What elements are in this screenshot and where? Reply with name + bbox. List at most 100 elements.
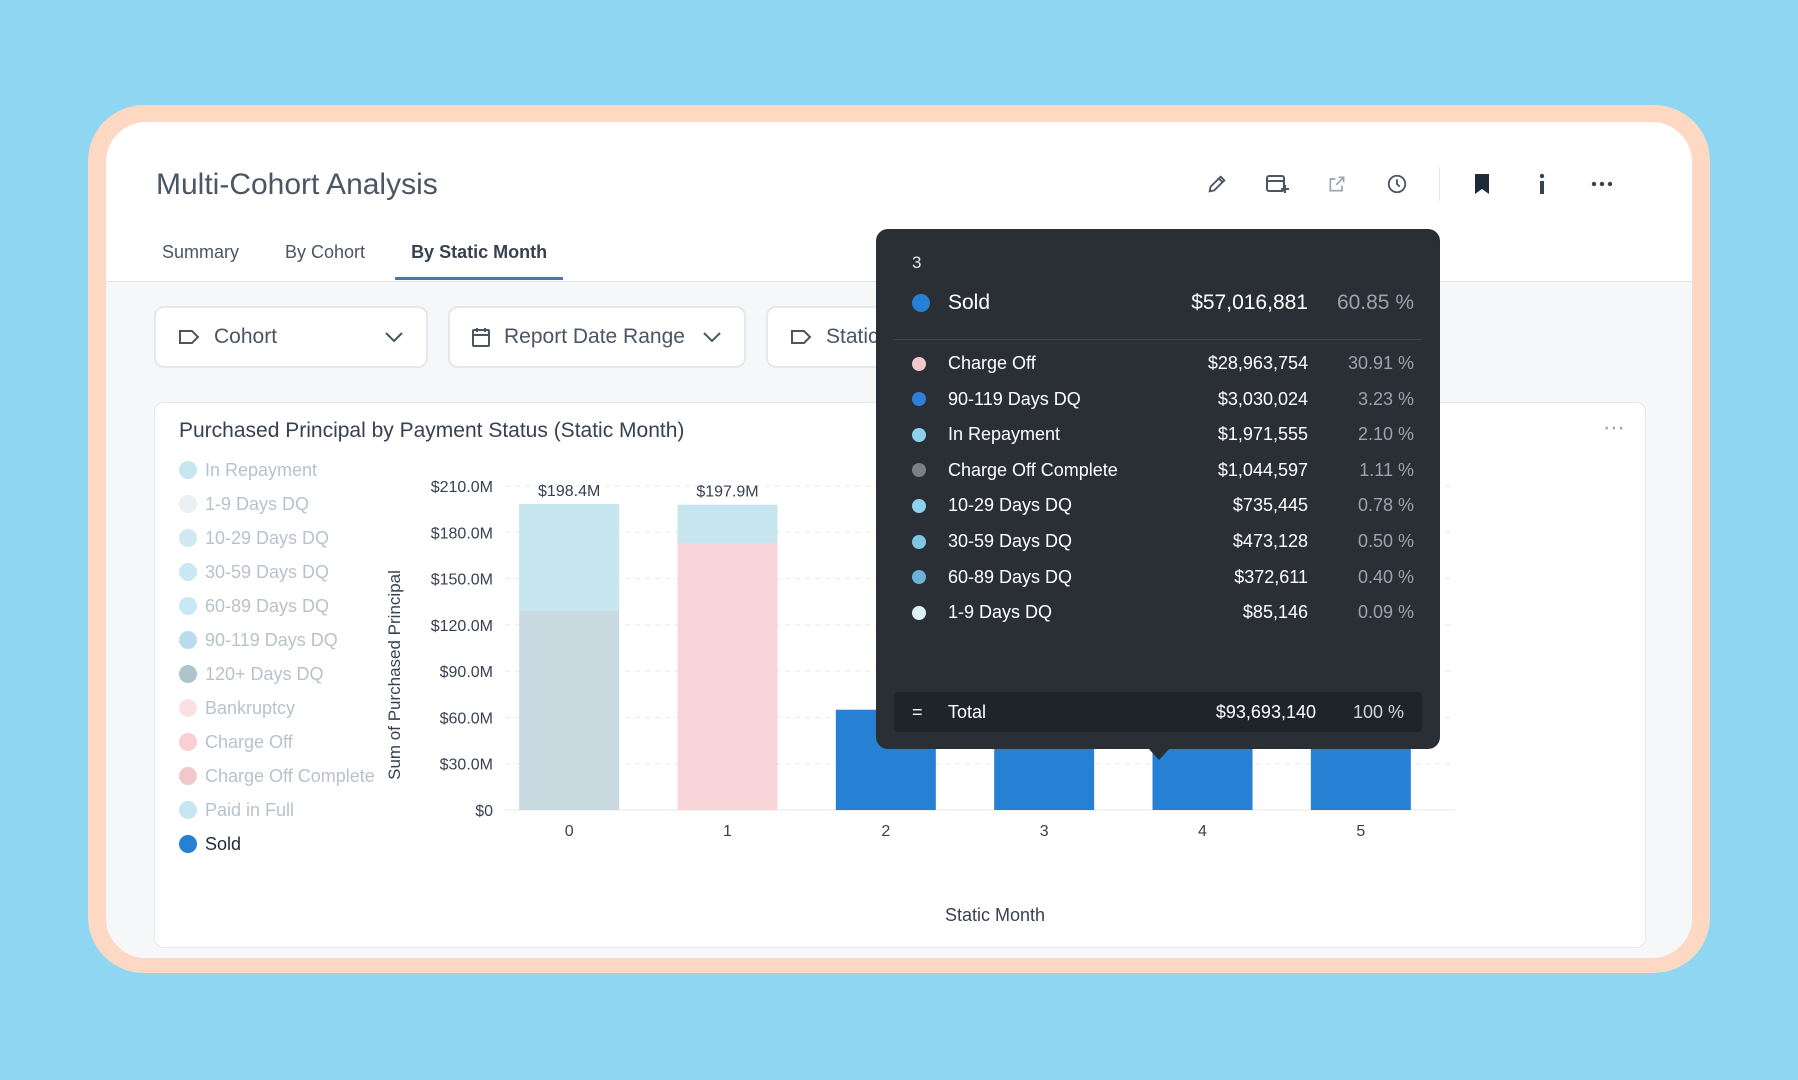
tooltip-row-pct: 1.11 % [1359, 459, 1414, 480]
tooltip-row-value: $85,146 [1242, 602, 1308, 623]
history-button[interactable] [1367, 164, 1427, 204]
x-tick-label: 4 [1198, 823, 1207, 840]
tooltip-row-name: 90-119 Days DQ [948, 388, 1081, 409]
edit-button[interactable] [1187, 164, 1247, 204]
share-button[interactable] [1307, 164, 1367, 204]
tab-by-cohort[interactable]: By Cohort [285, 242, 366, 262]
tooltip-row: In Repayment $1,971,555 2.10 % [912, 424, 1414, 445]
info-button[interactable] [1512, 164, 1572, 204]
chart-tooltip: 3 Sold $57,016,881 60.85 % Charge Off $28… [876, 229, 1440, 749]
legend-label: Charge Off [205, 731, 293, 752]
tooltip-main-pct: 60.85 % [1336, 291, 1414, 314]
tooltip-row-dot [912, 534, 926, 549]
legend-label: Charge Off Complete [205, 765, 375, 786]
y-tick-label: $210.0M [431, 479, 493, 496]
tooltip-total-value: $93,693,140 [1215, 701, 1316, 722]
tooltip-row: 60-89 Days DQ $372,611 0.40 % [912, 567, 1414, 588]
more-button[interactable] [1572, 164, 1632, 204]
tooltip-row: 30-59 Days DQ $473,128 0.50 % [912, 531, 1414, 552]
tooltip-row-dot [912, 498, 926, 513]
report-date-range-label: Report Date Range [504, 325, 685, 348]
tooltip-total-pct: 100 % [1352, 701, 1404, 722]
x-axis-title: Static Month [944, 905, 1046, 925]
legend-item[interactable]: 60-89 Days DQ [179, 589, 375, 623]
x-tick-label: 1 [723, 823, 732, 840]
legend-dot [179, 699, 197, 717]
toolbar-divider [1439, 167, 1440, 201]
y-tick-label: $60.0M [440, 710, 493, 727]
tab-summary[interactable]: Summary [162, 242, 240, 262]
tooltip-row-dot [912, 463, 926, 478]
tooltip-row-value: $28,963,754 [1207, 353, 1308, 373]
x-tick-label: 3 [1040, 823, 1049, 840]
x-tick-label: 0 [565, 823, 574, 840]
legend-item[interactable]: 1-9 Days DQ [179, 487, 375, 521]
tooltip-row-dot [912, 392, 926, 407]
more-icon: ⋯ [1603, 415, 1625, 440]
tooltip-row-dot [912, 427, 926, 442]
y-tick-label: $180.0M [431, 525, 493, 542]
page-title: Multi-Cohort Analysis [156, 168, 438, 201]
tooltip-row: 90-119 Days DQ $3,030,024 3.23 % [912, 389, 1414, 410]
chart-menu-button[interactable]: ⋯ [1603, 415, 1625, 441]
legend-dot [179, 733, 197, 751]
bar-segment [677, 504, 778, 544]
legend-label: 1-9 Days DQ [205, 493, 310, 514]
legend-item[interactable]: Charge Off [179, 725, 375, 759]
legend-dot [179, 631, 197, 649]
tooltip-divider [894, 339, 1422, 340]
legend-label: 10-29 Days DQ [205, 527, 330, 548]
legend-item[interactable]: Sold [179, 827, 375, 861]
legend-dot [179, 495, 197, 513]
add-to-dashboard-icon [1266, 175, 1289, 193]
tooltip-row-name: Charge Off [948, 353, 1036, 373]
legend-item[interactable]: 30-59 Days DQ [179, 555, 375, 589]
tooltip-row-pct: 0.40 % [1357, 566, 1414, 587]
legend-item[interactable]: 120+ Days DQ [179, 657, 375, 691]
y-tick-label: $90.0M [440, 664, 493, 681]
tooltip-row: Charge Off Complete $1,044,597 1.11 % [912, 460, 1414, 481]
cohort-filter[interactable]: Cohort [154, 306, 428, 368]
pencil-icon [1208, 175, 1226, 193]
share-icon [1329, 176, 1345, 192]
legend-dot [179, 767, 197, 785]
tooltip-row: 1-9 Days DQ $85,146 0.09 % [912, 602, 1414, 623]
tooltip-row-value: $3,030,024 [1217, 388, 1308, 409]
add-to-dashboard-button[interactable] [1247, 164, 1307, 204]
chart-legend: In Repayment 1-9 Days DQ 10-29 Days DQ 30-5… [179, 453, 375, 861]
bookmark-button[interactable] [1452, 164, 1512, 204]
y-tick-label: $150.0M [431, 572, 493, 589]
tooltip-row-pct: 30.91 % [1347, 353, 1414, 373]
tag-icon [179, 330, 200, 344]
tooltip-row-value: $473,128 [1232, 531, 1308, 551]
bar-segment [677, 543, 778, 810]
legend-item[interactable]: Paid in Full [179, 793, 375, 827]
legend-label: 30-59 Days DQ [205, 561, 330, 582]
chevron-down-icon [385, 332, 403, 343]
tooltip-main-value: $57,016,881 [1191, 291, 1308, 314]
tooltip-row-name: 10-29 Days DQ [948, 495, 1073, 516]
tooltip-row-name: 30-59 Days DQ [948, 531, 1073, 551]
legend-item[interactable]: Bankruptcy [179, 691, 375, 725]
x-tick-label: 2 [881, 823, 890, 840]
tooltip-row-pct: 0.50 % [1357, 531, 1414, 551]
legend-item[interactable]: In Repayment [179, 453, 375, 487]
legend-label: 120+ Days DQ [205, 663, 324, 684]
tooltip-caret [1148, 748, 1170, 760]
tooltip-row-pct: 0.78 % [1357, 495, 1414, 516]
legend-item[interactable]: 90-119 Days DQ [179, 623, 375, 657]
tooltip-row-dot [912, 570, 926, 585]
tooltip-row-name: 1-9 Days DQ [948, 602, 1053, 623]
legend-dot [179, 597, 197, 615]
legend-label: Paid in Full [205, 799, 295, 820]
tooltip-row-name: In Repayment [948, 424, 1061, 445]
legend-item[interactable]: 10-29 Days DQ [179, 521, 375, 555]
legend-item[interactable]: Charge Off Complete [179, 759, 375, 793]
report-date-range-filter[interactable]: Report Date Range [448, 306, 746, 368]
legend-dot [179, 529, 197, 547]
tooltip-row: Charge Off $28,963,754 30.91 % [912, 353, 1414, 374]
tab-by-static-month[interactable]: By Static Month [395, 232, 564, 280]
tooltip-header: 3 [912, 253, 922, 272]
y-tick-label: $0 [475, 803, 493, 820]
legend-label: 90-119 Days DQ [205, 629, 338, 650]
